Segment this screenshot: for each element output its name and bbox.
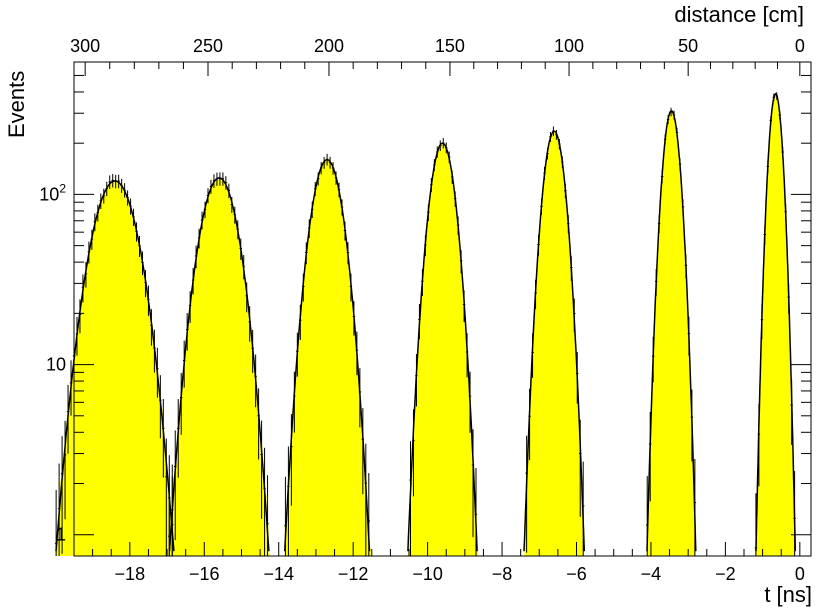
y-tick-label: 10	[46, 355, 66, 375]
histogram-peak-5	[522, 131, 587, 556]
top-tick-label: 300	[70, 36, 100, 56]
error-bars-peak-6	[646, 107, 697, 556]
top-axis-title: distance [cm]	[674, 2, 804, 27]
x-tick-label: −2	[715, 564, 736, 584]
error-bars-peak-5	[525, 126, 585, 556]
top-tick-label: 50	[678, 36, 698, 56]
y-tick-label: 1	[56, 525, 66, 545]
error-bars-peak-7	[754, 92, 796, 556]
y-axis-title: Events	[4, 71, 29, 138]
top-tick-label: 150	[435, 36, 465, 56]
x-tick-label: −18	[115, 564, 146, 584]
error-bars-peak-1	[54, 174, 174, 556]
x-tick-label: −12	[338, 564, 369, 584]
error-bars-peak-4	[409, 138, 478, 556]
y-tick-label: 102	[39, 181, 66, 204]
error-bar-layer	[54, 92, 796, 556]
x-tick-label: −10	[412, 564, 443, 584]
x-tick-label: −4	[641, 564, 662, 584]
x-tick-label: 0	[795, 564, 805, 584]
x-tick-label: −16	[189, 564, 220, 584]
x-tick-label: −6	[566, 564, 587, 584]
top-tick-label: 200	[314, 36, 344, 56]
y-tick-exponent: 2	[59, 181, 66, 195]
x-axis-title: t [ns]	[764, 582, 812, 607]
top-tick-label: 100	[554, 36, 584, 56]
plot-frame	[73, 61, 812, 557]
x-tick-label: −8	[492, 564, 513, 584]
top-tick-label: 250	[193, 36, 223, 56]
error-bars-peak-2	[168, 172, 269, 556]
x-tick-label: −14	[263, 564, 294, 584]
error-bars-peak-3	[284, 153, 370, 556]
histogram-peak-6	[646, 110, 699, 556]
top-tick-label: 0	[795, 36, 805, 56]
